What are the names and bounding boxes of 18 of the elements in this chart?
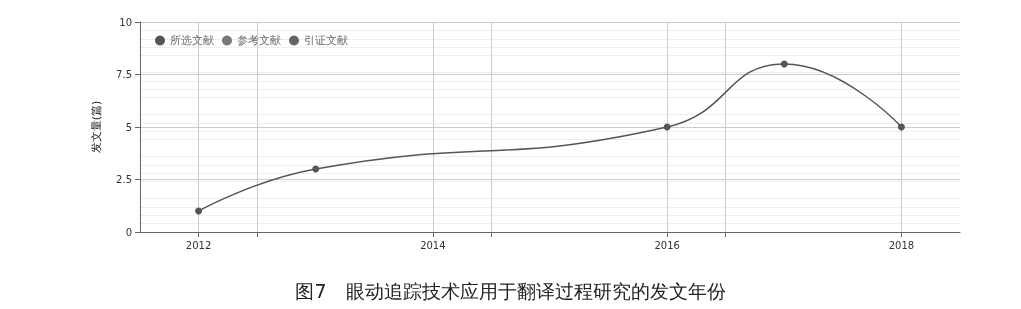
text: 图7 眼动追踪技术应用于翻译过程研究的发文年份: [295, 279, 726, 302]
y-tick-label: 7.5: [116, 69, 132, 80]
point: [312, 165, 320, 173]
x-tick-label: 2012: [185, 239, 212, 251]
x-tick-label: 2016: [654, 239, 680, 251]
legend-label: 引证文献: [304, 34, 348, 47]
x-tick-label: 2018: [888, 239, 915, 251]
y-tick-label: 2.5: [116, 174, 132, 185]
legend-label: 所选文献: [170, 34, 214, 47]
point: [195, 207, 203, 215]
y-tick-label: 10: [119, 16, 132, 28]
point: [897, 123, 905, 131]
y-tick-label: 5: [125, 121, 132, 133]
x-tick-label: 2014: [420, 239, 446, 251]
point: [780, 60, 788, 68]
y-tick-label: 0: [125, 226, 132, 238]
y-axis-title: 发文量(篇): [90, 100, 103, 154]
legend-label: 参考文献: [237, 34, 281, 47]
